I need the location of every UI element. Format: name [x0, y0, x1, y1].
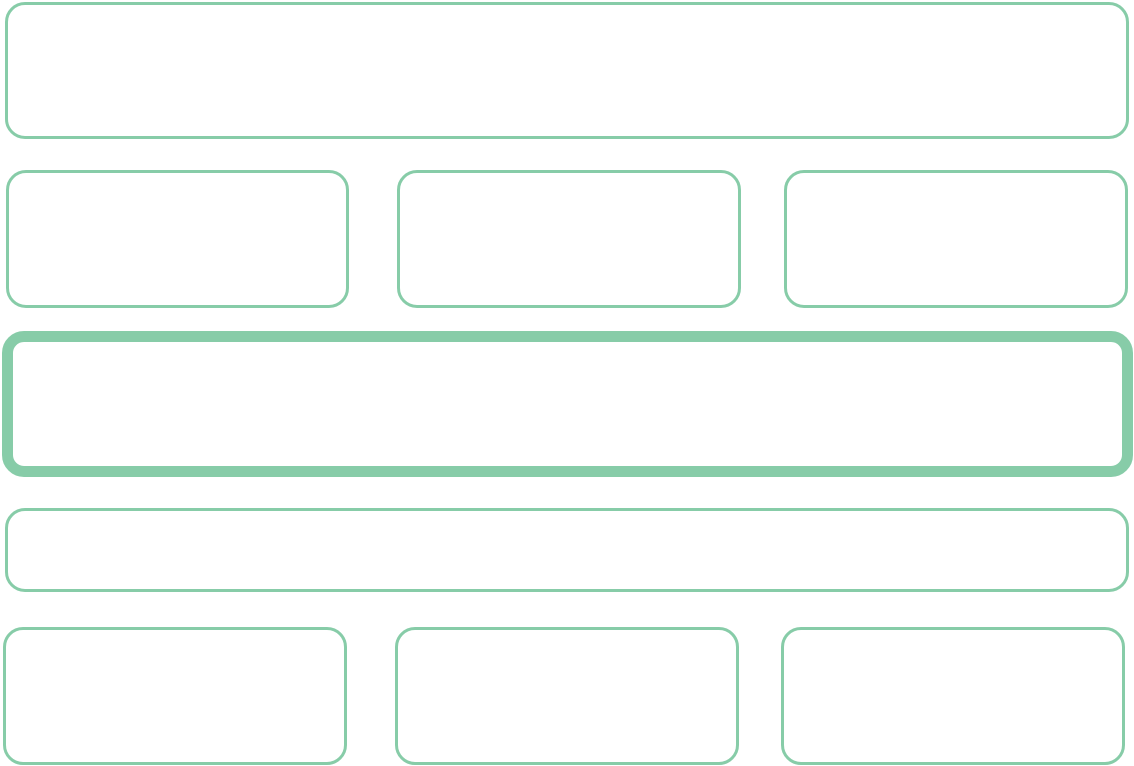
header-panel[interactable]: [5, 2, 1129, 139]
top-card-1[interactable]: [6, 170, 349, 308]
top-card-2[interactable]: [397, 170, 741, 308]
bottom-card-2[interactable]: [395, 627, 739, 765]
bottom-card-1[interactable]: [3, 627, 347, 765]
bottom-card-3[interactable]: [781, 627, 1125, 765]
bar-panel[interactable]: [5, 508, 1129, 592]
selected-panel[interactable]: [2, 331, 1133, 477]
top-card-3[interactable]: [784, 170, 1128, 308]
